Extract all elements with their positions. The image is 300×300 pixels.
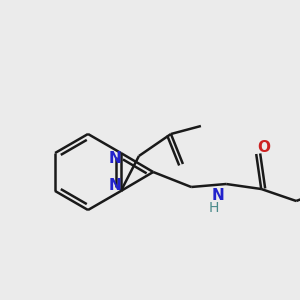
Text: N: N: [109, 178, 121, 194]
Text: H: H: [209, 201, 219, 215]
Text: N: N: [212, 188, 225, 203]
Text: N: N: [109, 152, 121, 166]
Text: O: O: [258, 140, 271, 155]
